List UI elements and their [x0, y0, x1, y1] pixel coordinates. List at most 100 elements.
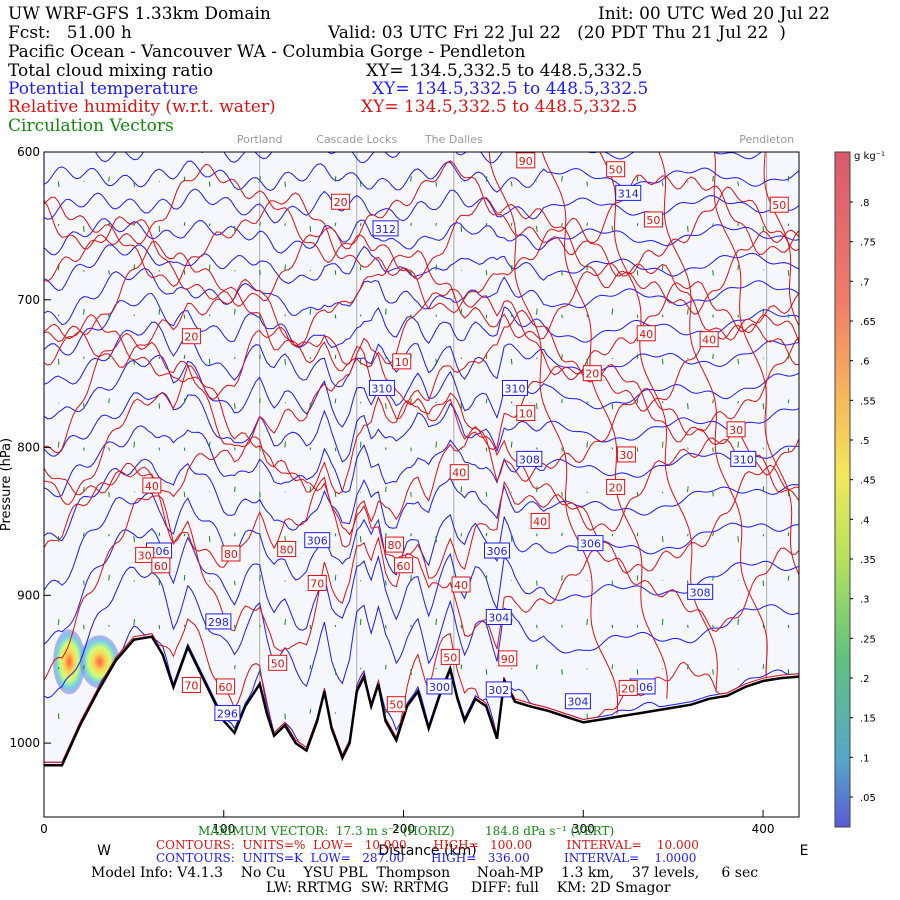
- circulation-vector: [661, 265, 664, 271]
- colorbar-label: .15: [860, 714, 876, 725]
- circulation-vector: [636, 575, 639, 581]
- circulation-vector: [208, 223, 211, 227]
- circulation-vector: [485, 447, 488, 452]
- rh-label-text: 90: [501, 653, 515, 666]
- circulation-vector: [712, 399, 714, 404]
- theta-label-text: 306: [487, 545, 508, 558]
- circulation-vector: [661, 536, 664, 543]
- circulation-vector: [359, 667, 362, 670]
- circulation-vector: [762, 447, 765, 450]
- circulation-vector: [57, 264, 60, 271]
- circulation-vector: [787, 175, 790, 182]
- circulation-vector: [334, 314, 337, 319]
- rh-label-text: 90: [519, 155, 533, 168]
- circulation-vector: [762, 533, 765, 537]
- circulation-vector: [712, 532, 714, 537]
- rh-label: 40: [530, 512, 550, 529]
- circulation-vector: [611, 181, 614, 183]
- theta-label: 304: [485, 609, 512, 625]
- circulation-vector: [334, 712, 337, 714]
- rh-contour: [541, 152, 669, 699]
- circulation-vector: [636, 314, 639, 318]
- circulation-vector: [611, 403, 614, 410]
- rh-label-text: 60: [154, 560, 168, 573]
- theta-label: 314: [615, 184, 642, 201]
- circulation-vector: [385, 580, 387, 586]
- rh-label-text: 50: [389, 699, 403, 712]
- circulation-vector: [334, 398, 337, 404]
- circulation-vector: [284, 264, 286, 271]
- circulation-vector: [83, 308, 85, 315]
- rh-label-text: 70: [310, 578, 324, 591]
- circulation-vector: [636, 354, 639, 359]
- circulation-vector: [208, 314, 211, 317]
- circulation-vector: [359, 358, 362, 365]
- place-label: Pendleton: [739, 133, 794, 146]
- circulation-vector: [687, 624, 689, 629]
- circulation-vector: [385, 486, 387, 492]
- theta-label-text: 308: [690, 586, 711, 599]
- forecast-hour: Fcst: 51.00 h: [8, 23, 132, 43]
- circulation-vector: [737, 222, 739, 226]
- field-circulation-vectors: Circulation Vectors: [8, 116, 174, 136]
- rh-label-text: 60: [397, 560, 411, 573]
- circulation-vector: [57, 666, 60, 670]
- circulation-vector: [636, 669, 639, 675]
- circulation-vector: [460, 308, 463, 315]
- circulation-vector: [460, 664, 463, 670]
- circulation-vector: [460, 533, 463, 537]
- rh-contour: [44, 618, 799, 763]
- circulation-vector: [762, 624, 765, 628]
- rh-label-text: 20: [334, 196, 348, 209]
- circulation-vector: [108, 176, 110, 182]
- circulation-vector: [259, 574, 261, 581]
- circulation-vector: [158, 580, 161, 586]
- rh-contour: [44, 216, 799, 315]
- circulation-vector: [762, 225, 765, 232]
- colorbar-label: .3: [860, 595, 870, 606]
- rh-contour: [44, 186, 799, 289]
- circulation-vector: [309, 357, 312, 360]
- circulation-vector: [787, 399, 790, 404]
- circulation-vector: [208, 441, 211, 448]
- theta-label-text: 310: [504, 382, 525, 395]
- circulation-vector: [435, 441, 437, 448]
- rh-contour: [763, 152, 799, 328]
- circulation-vector: [183, 398, 186, 404]
- theta-label-text: 310: [371, 382, 392, 395]
- circulation-vector: [309, 269, 312, 272]
- circulation-vector: [385, 447, 387, 450]
- circulation-vector: [435, 667, 437, 670]
- circulation-vector: [385, 269, 387, 272]
- theta-label-text: 312: [375, 223, 396, 236]
- circulation-vector: [435, 314, 437, 317]
- circulation-vector: [460, 225, 463, 232]
- circulation-vector: [108, 355, 110, 359]
- circulation-vector: [636, 624, 639, 628]
- circulation-vector: [208, 402, 211, 404]
- circulation-vector: [385, 709, 387, 714]
- rh-label: 90: [498, 650, 518, 667]
- circulation-vector: [787, 575, 790, 581]
- circulation-vector: [108, 491, 110, 498]
- circulation-vector: [108, 447, 110, 451]
- circulation-vector: [360, 580, 362, 582]
- theta-contour: [44, 160, 799, 193]
- circulation-vector: [309, 308, 312, 315]
- theta-label-text: 302: [488, 684, 509, 697]
- circulation-vector: [83, 624, 85, 630]
- circulation-vector: [359, 401, 362, 404]
- circulation-vector: [410, 575, 412, 581]
- xy-theta: XY= 134.5,332.5 to 448.5,332.5: [372, 79, 649, 99]
- cloud-blob: [52, 629, 86, 695]
- circulation-vector: [586, 314, 588, 318]
- circulation-vector: [158, 403, 161, 409]
- rh-contour: [44, 278, 799, 376]
- rh-label: 40: [699, 331, 719, 348]
- theta-label: 306: [484, 542, 510, 559]
- circulation-vector: [787, 270, 790, 276]
- rh-contour: [713, 152, 799, 576]
- model-info: Model Info: V4.1.3 No Cu YSU PBL Thompso…: [91, 865, 759, 881]
- circulation-vector: [158, 624, 161, 630]
- circulation-vector: [57, 536, 60, 543]
